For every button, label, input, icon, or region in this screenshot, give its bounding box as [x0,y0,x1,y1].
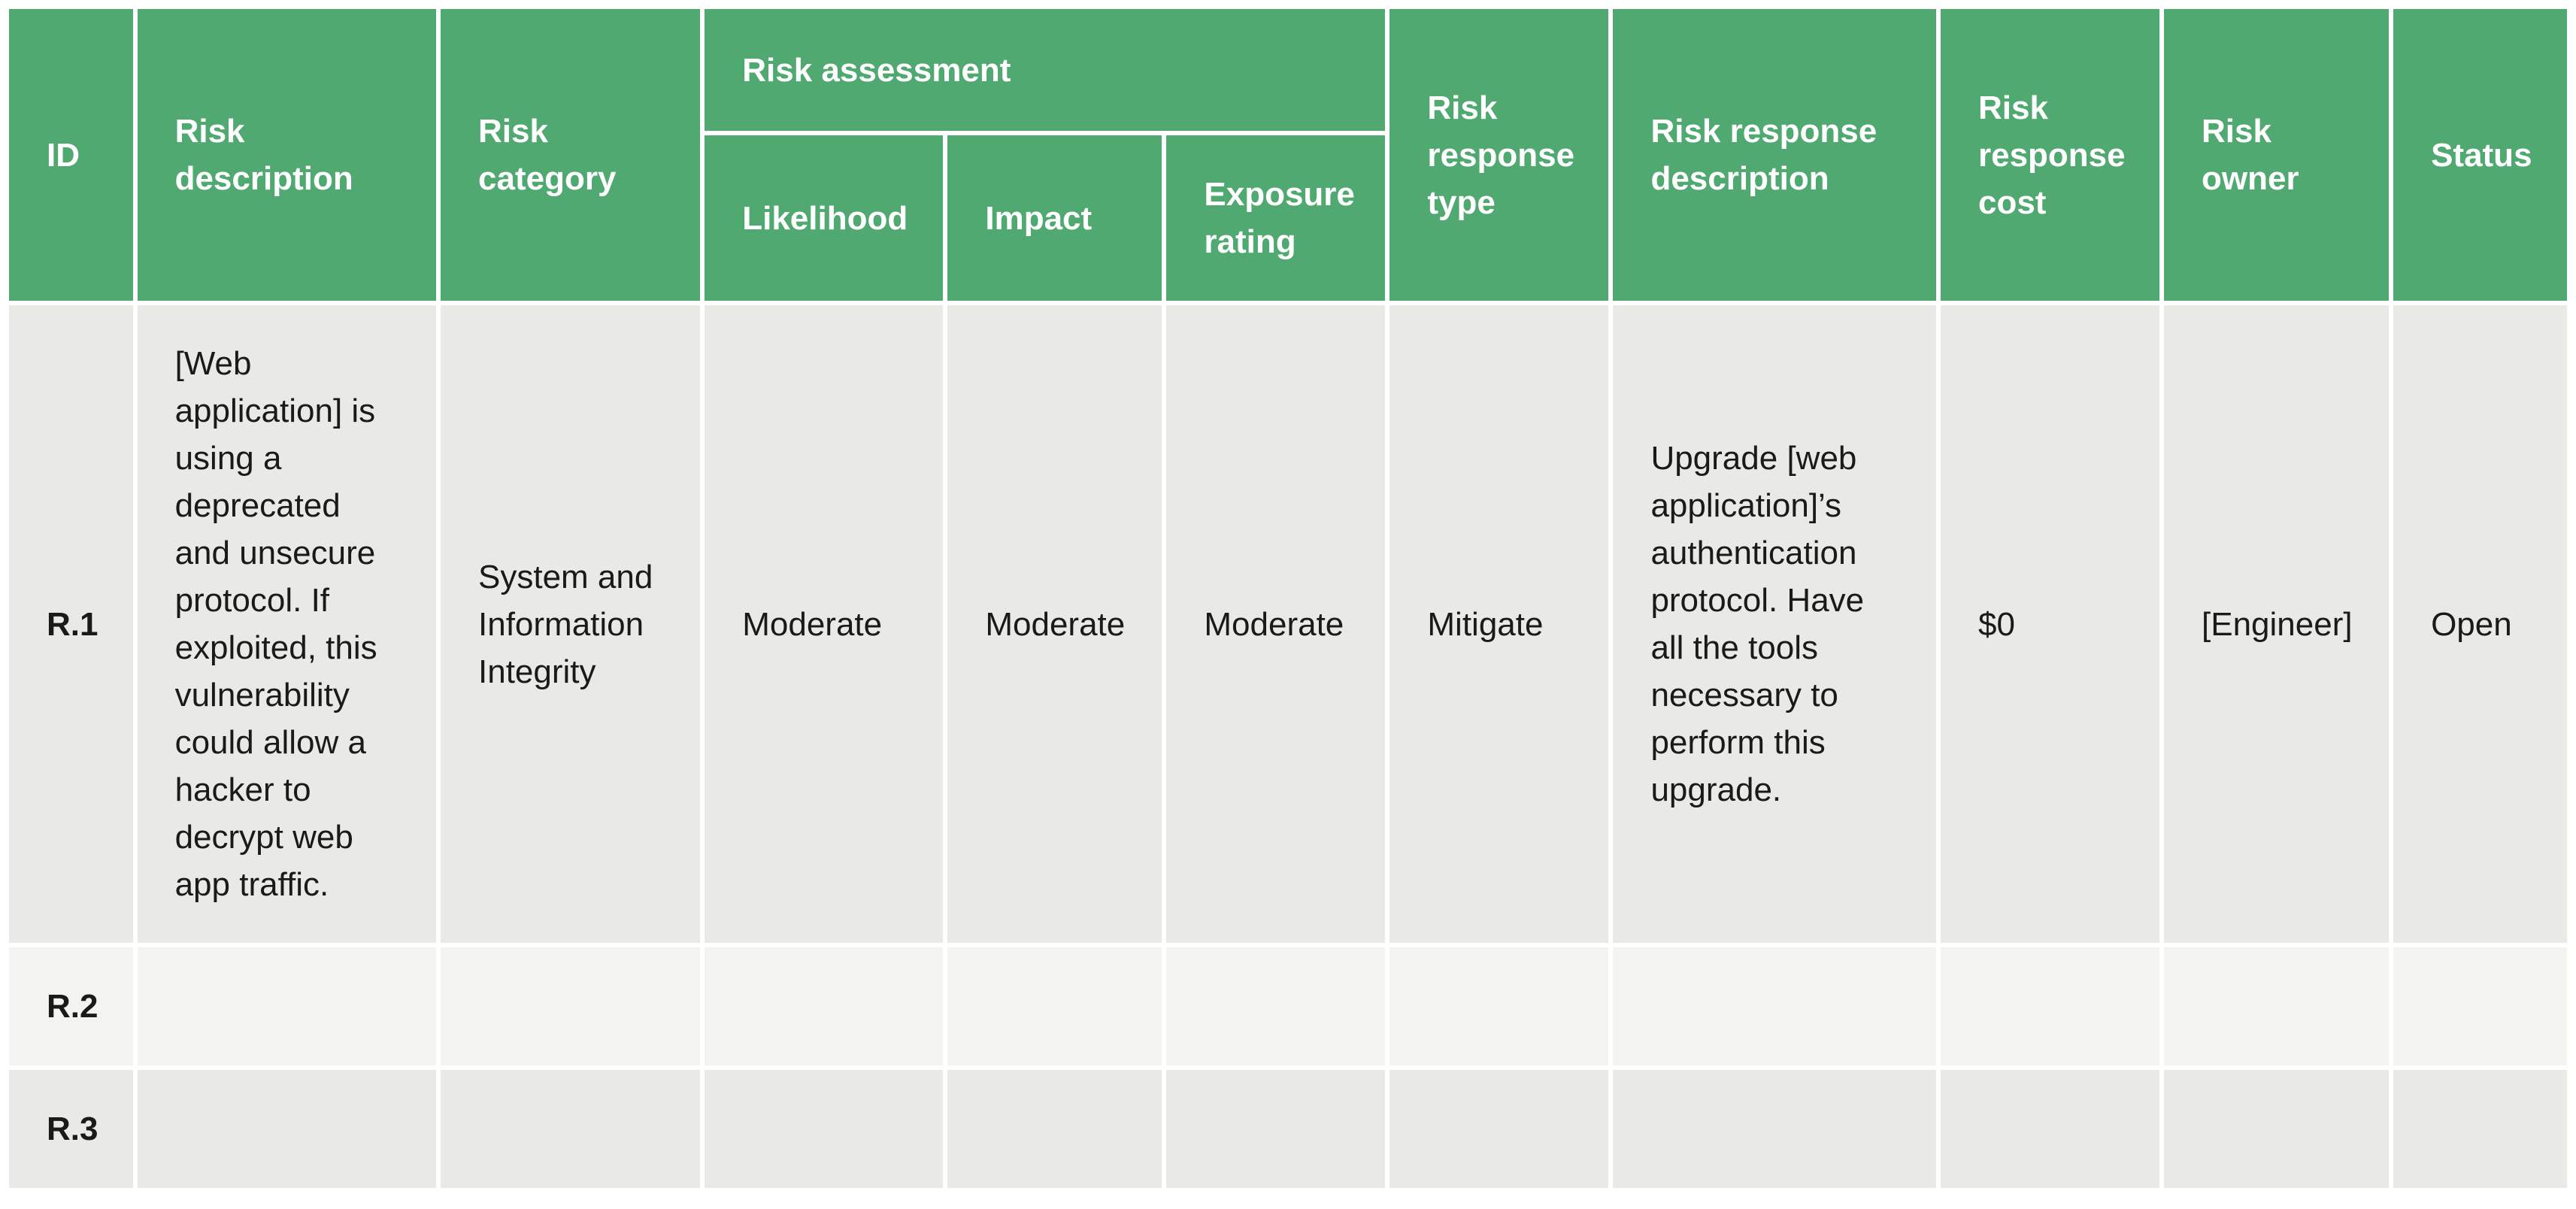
cell-risk-response-description [1613,1070,1936,1188]
cell-risk-owner: [Engineer] [2164,305,2390,943]
cell-risk-description [137,947,436,1065]
table-header: ID Risk description Risk category Risk a… [9,9,2567,301]
cell-risk-response-description [1613,947,1936,1065]
risk-register-table-container: ID Risk description Risk category Risk a… [9,9,2567,1188]
cell-exposure-rating [1166,947,1386,1065]
cell-id: R.1 [9,305,133,943]
cell-status [2393,947,2567,1065]
cell-risk-response-cost [1940,1070,2159,1188]
cell-id: R.3 [9,1070,133,1188]
header-risk-category: Risk category [441,9,701,301]
header-risk-response-description: Risk response description [1613,9,1936,301]
cell-risk-description: [Web application] is using a deprecated … [137,305,436,943]
cell-likelihood: Moderate [705,305,944,943]
header-likelihood: Likelihood [705,135,944,301]
cell-likelihood [705,947,944,1065]
header-status: Status [2393,9,2567,301]
table-body: R.1 [Web application] is using a depreca… [9,305,2567,1188]
table-row: R.2 [9,947,2567,1065]
cell-risk-description [137,1070,436,1188]
cell-risk-category: System and Information Integrity [441,305,701,943]
header-risk-assessment: Risk assessment [705,9,1386,131]
cell-id: R.2 [9,947,133,1065]
header-row-top: ID Risk description Risk category Risk a… [9,9,2567,301]
risk-register-table: ID Risk description Risk category Risk a… [5,5,2571,1192]
table-row: R.1 [Web application] is using a depreca… [9,305,2567,943]
header-risk-owner: Risk owner [2164,9,2390,301]
header-risk-response-cost: Risk response cost [1940,9,2159,301]
header-risk-response-type: Risk response type [1390,9,1609,301]
header-impact: Impact [947,135,1162,301]
cell-risk-response-description: Upgrade [web application]’s authenticati… [1613,305,1936,943]
cell-status [2393,1070,2567,1188]
cell-risk-category [441,947,701,1065]
header-row-sub: Likelihood Impact Exposure rating [9,135,2567,301]
header-risk-description: Risk description [137,9,436,301]
header-exposure-rating: Exposure rating [1166,135,1386,301]
cell-impact [947,1070,1162,1188]
cell-impact: Moderate [947,305,1162,943]
cell-impact [947,947,1162,1065]
table-row: R.3 [9,1070,2567,1188]
cell-likelihood [705,1070,944,1188]
cell-risk-category [441,1070,701,1188]
cell-exposure-rating: Moderate [1166,305,1386,943]
cell-risk-response-type [1390,947,1609,1065]
cell-risk-owner [2164,1070,2390,1188]
cell-status: Open [2393,305,2567,943]
cell-risk-response-cost [1940,947,2159,1065]
cell-exposure-rating [1166,1070,1386,1188]
cell-risk-response-type [1390,1070,1609,1188]
cell-risk-owner [2164,947,2390,1065]
cell-risk-response-cost: $0 [1940,305,2159,943]
header-id: ID [9,9,133,301]
cell-risk-response-type: Mitigate [1390,305,1609,943]
